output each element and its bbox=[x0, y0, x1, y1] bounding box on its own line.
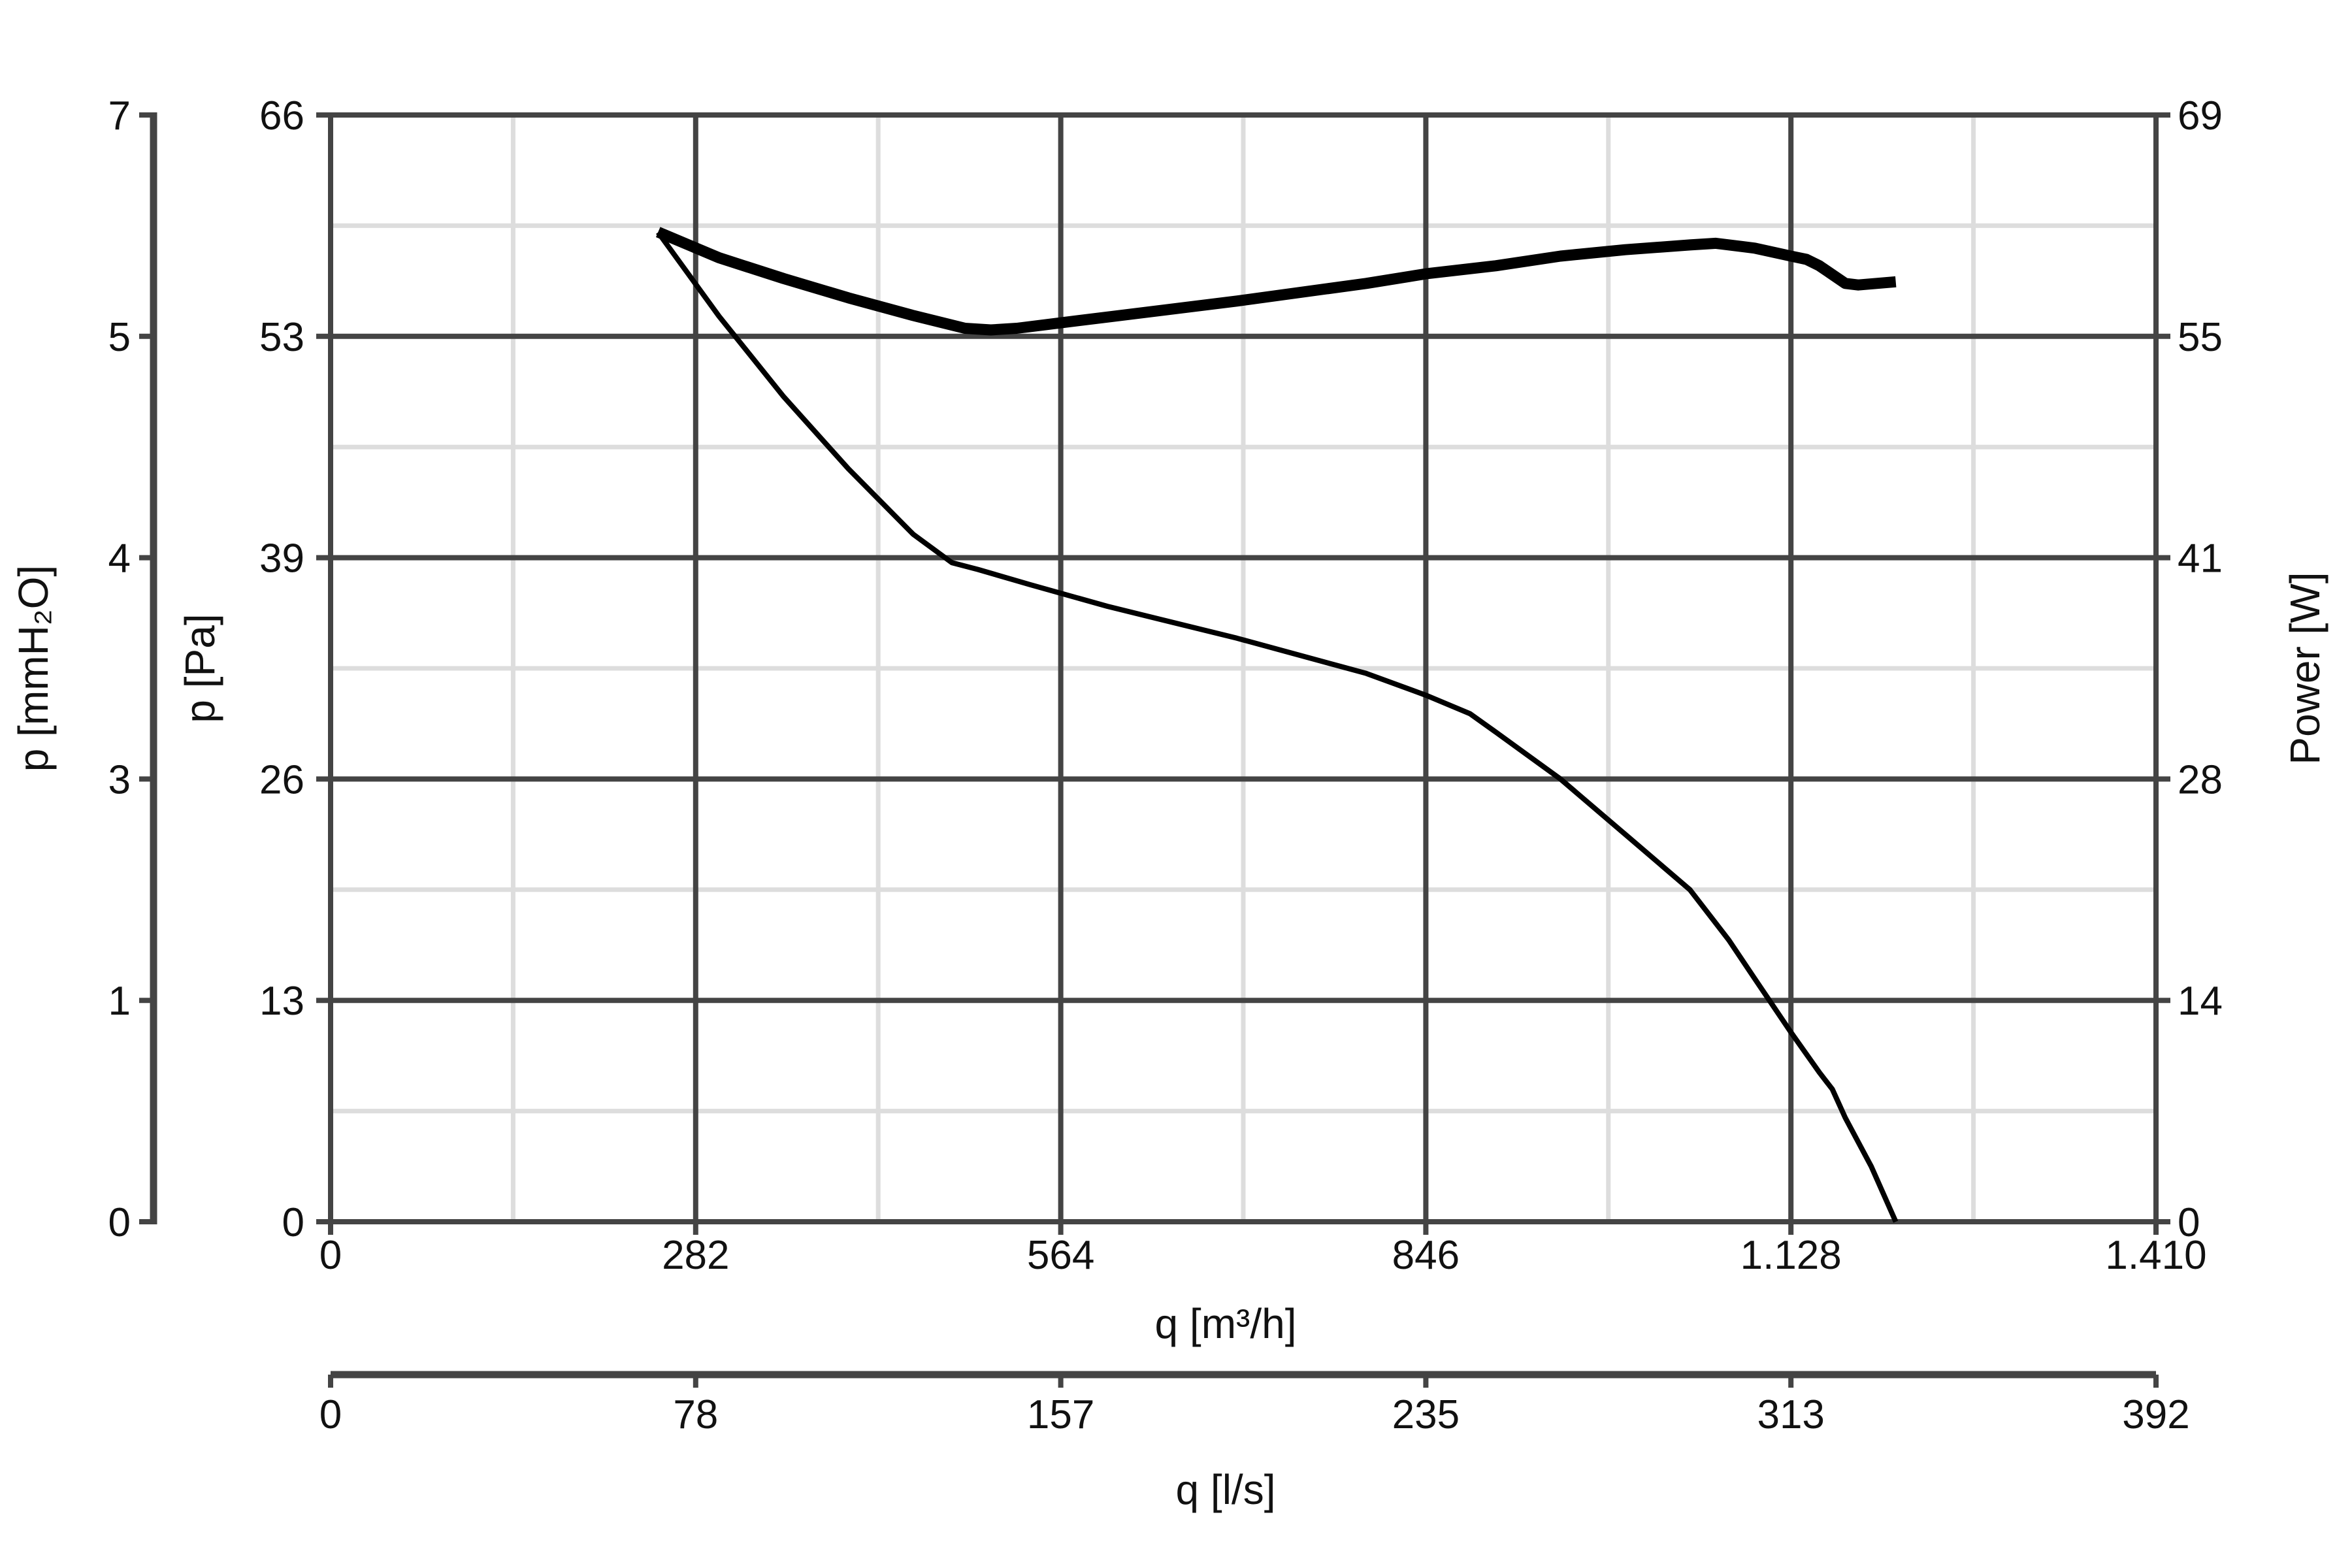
x-tick-label: 1.410 bbox=[2105, 1233, 2206, 1278]
mmh2o-tick-label: 4 bbox=[108, 536, 131, 581]
x-secondary-tick-label: 392 bbox=[2122, 1392, 2189, 1437]
series bbox=[655, 227, 1899, 1223]
y-axis-title-pa: p [Pa] bbox=[176, 613, 223, 723]
x-secondary-tick-label: 235 bbox=[1392, 1392, 1460, 1437]
x-secondary-tick-label: 313 bbox=[1757, 1392, 1824, 1437]
x-tick-label: 846 bbox=[1392, 1233, 1460, 1278]
x-secondary-tick-label: 0 bbox=[319, 1392, 342, 1437]
mmh2o-tick-label: 0 bbox=[108, 1200, 131, 1245]
y-tick-label: 66 bbox=[259, 93, 304, 139]
y-tick-label: 13 bbox=[259, 979, 304, 1024]
x-axis-title: q [m³/h] bbox=[1155, 1300, 1297, 1347]
y-axis-title-mmh2o: p [mmH₂O] bbox=[10, 565, 57, 772]
y-tick-label: 39 bbox=[259, 536, 304, 581]
x-tick-label: 1.128 bbox=[1740, 1233, 1842, 1278]
y-tick-label: 53 bbox=[259, 315, 304, 360]
y-axis-title-power: Power [W] bbox=[2281, 572, 2328, 764]
power-tick-label: 55 bbox=[2178, 315, 2223, 360]
x-secondary-tick-label: 78 bbox=[673, 1392, 718, 1437]
power-tick-label: 0 bbox=[2178, 1200, 2200, 1245]
mmh2o-tick-label: 5 bbox=[108, 315, 131, 360]
x-secondary-tick-label: 157 bbox=[1027, 1392, 1094, 1437]
x-secondary-axis-title: q [l/s] bbox=[1176, 1466, 1276, 1513]
x-tick-label: 282 bbox=[662, 1233, 729, 1278]
pressure-curve bbox=[656, 231, 1899, 1223]
x-tick-label: 564 bbox=[1027, 1233, 1094, 1278]
axes bbox=[139, 112, 2170, 1388]
mmh2o-tick-label: 1 bbox=[108, 979, 131, 1024]
power-tick-label: 69 bbox=[2178, 93, 2223, 139]
y-tick-label: 26 bbox=[259, 757, 304, 802]
mmh2o-tick-label: 7 bbox=[108, 93, 131, 139]
power-tick-label: 28 bbox=[2178, 757, 2223, 802]
y-tick-label: 0 bbox=[282, 1200, 304, 1245]
power-tick-label: 14 bbox=[2178, 979, 2223, 1024]
x-tick-label: 0 bbox=[319, 1233, 342, 1278]
power-curve bbox=[655, 227, 1897, 336]
grid-major bbox=[328, 112, 2159, 1224]
power-tick-label: 41 bbox=[2178, 536, 2223, 581]
mmh2o-tick-label: 3 bbox=[108, 757, 131, 802]
